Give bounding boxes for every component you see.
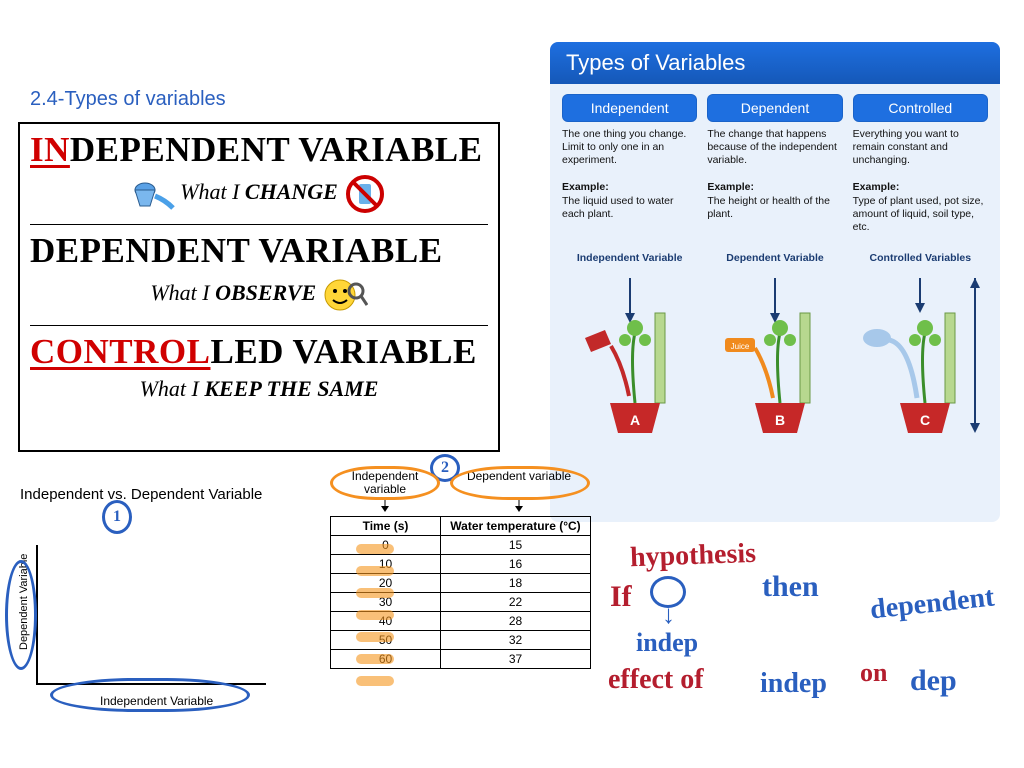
definitions-box: INDEPENDENT VARIABLE What I CHANGE DEPEN…	[18, 122, 500, 452]
desc-controlled: Everything you want to remain constant a…	[853, 128, 988, 234]
pill-controlled: Controlled	[853, 94, 988, 122]
no-drink-icon	[343, 174, 387, 214]
svg-text:B: B	[775, 412, 785, 428]
plant-c-icon: C	[855, 268, 985, 438]
orange-marks	[356, 544, 394, 686]
desc-dependent: The change that happens because of the i…	[707, 128, 842, 234]
cell-temp: 32	[441, 631, 591, 650]
smiley-magnifier-icon	[322, 275, 368, 315]
bucket-water-icon	[131, 176, 175, 212]
note-dependent: dependent	[869, 582, 996, 627]
svg-text:C: C	[920, 412, 930, 428]
cell-temp: 22	[441, 593, 591, 612]
plant-b: Dependent Variable Juice B	[707, 252, 842, 443]
plant-b-icon: Juice B	[710, 268, 840, 438]
independent-heading: INDEPENDENT VARIABLE	[30, 130, 488, 170]
desc-independent: The one thing you change. Limit to only …	[562, 128, 697, 234]
card-title: Types of Variables	[550, 42, 1000, 84]
cell-temp: 16	[441, 555, 591, 574]
independent-prefix: IN	[30, 130, 70, 169]
note-indep: indep	[636, 628, 698, 658]
ring-xaxis	[50, 678, 250, 712]
col-time: Time (s)	[331, 517, 441, 536]
note-then: then	[762, 570, 819, 604]
arrow-dv-icon	[444, 498, 594, 512]
pill-row: Independent Dependent Controlled	[550, 84, 1000, 122]
independent-rest: DEPENDENT VARIABLE	[70, 130, 483, 169]
plant-row: Independent Variable A Dependent Variabl…	[550, 234, 1000, 443]
note-arrow: ↓	[662, 600, 675, 630]
dependent-heading: DEPENDENT VARIABLE	[30, 231, 488, 271]
plant-c: Controlled Variables C	[853, 252, 988, 443]
controlled-sub: What I KEEP THE SAME	[30, 376, 488, 402]
svg-text:Juice: Juice	[731, 342, 750, 351]
info-card: Types of Variables Independent Dependent…	[550, 42, 1000, 522]
cell-temp: 28	[441, 612, 591, 631]
note-circle-1: 1	[102, 500, 132, 534]
note-if: If	[610, 580, 632, 614]
cell-temp: 18	[441, 574, 591, 593]
note-on: on	[860, 658, 887, 688]
oval-dv-header	[450, 466, 590, 500]
svg-text:A: A	[630, 412, 640, 428]
arrow-iv-icon	[330, 498, 440, 512]
graph-title: Independent vs. Dependent Variable	[20, 486, 262, 503]
note-indep2: indep	[760, 668, 827, 700]
independent-sub: What I CHANGE	[30, 174, 488, 214]
pill-dependent: Dependent	[707, 94, 842, 122]
cell-temp: 15	[441, 536, 591, 555]
plant-a: Independent Variable A	[562, 252, 697, 443]
plant-a-icon: A	[565, 268, 695, 438]
note-dep: dep	[910, 664, 957, 698]
col-temp: Water temperature (°C)	[441, 517, 591, 536]
note-effect: effect of	[608, 664, 704, 696]
ring-yaxis	[5, 560, 37, 670]
page-title: 2.4-Types of variables	[30, 88, 226, 111]
controlled-heading: CONTROLLED VARIABLE	[30, 332, 488, 372]
cell-temp: 37	[441, 650, 591, 669]
dependent-sub: What I OBSERVE	[30, 275, 488, 315]
desc-row: The one thing you change. Limit to only …	[550, 122, 1000, 234]
graph-frame	[36, 545, 266, 685]
note-hypothesis: hypothesis	[629, 538, 756, 574]
oval-iv-header	[330, 466, 440, 500]
pill-independent: Independent	[562, 94, 697, 122]
